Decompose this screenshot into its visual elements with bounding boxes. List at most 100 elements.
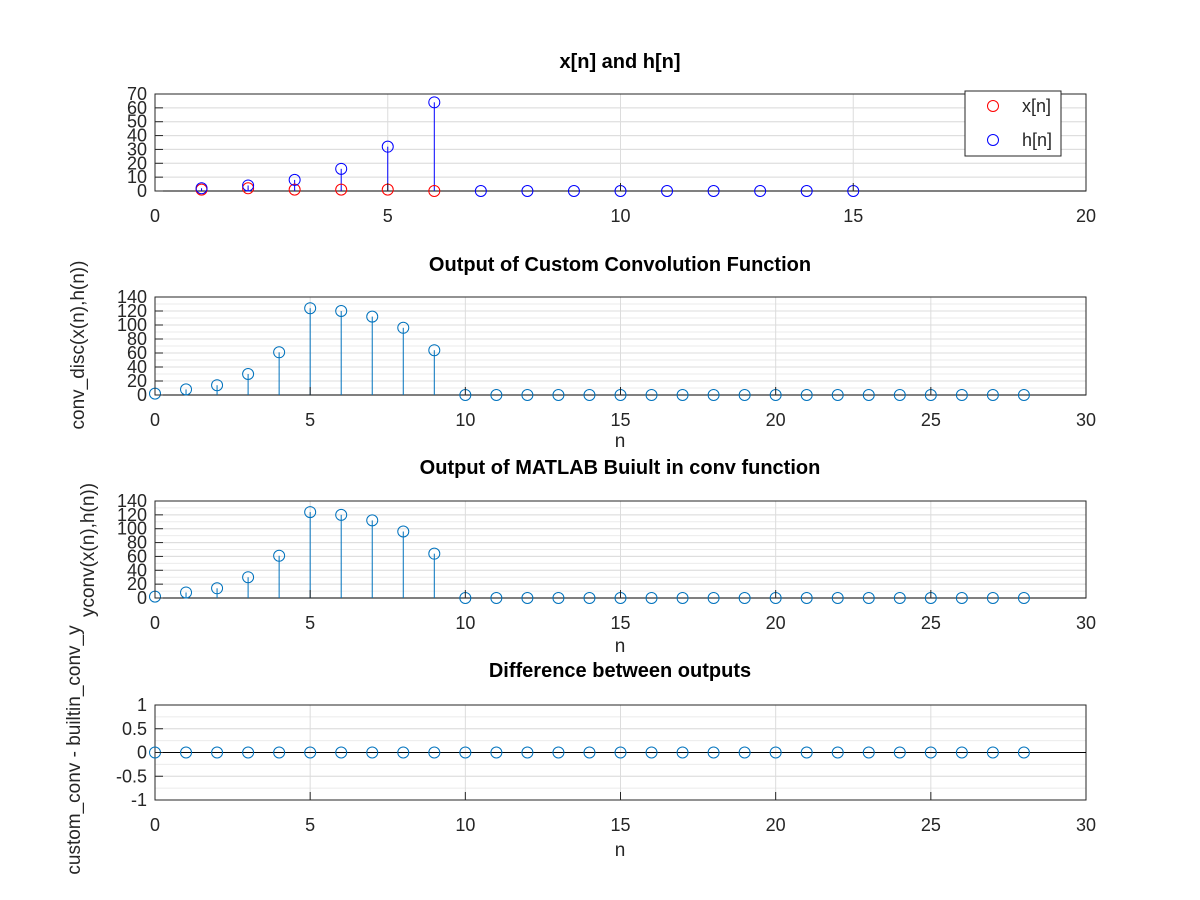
x-tick-label: 10 [455, 613, 475, 633]
stem-marker [180, 746, 193, 759]
x-tick-label: 15 [610, 410, 630, 430]
stem-marker [552, 746, 565, 759]
stem-marker [955, 389, 968, 401]
stem-marker [552, 592, 565, 604]
stem-marker [645, 746, 658, 759]
stem-marker [366, 310, 379, 323]
x-tick-label: 10 [455, 410, 475, 430]
legend-box [964, 90, 1062, 157]
stem-marker [211, 746, 224, 759]
stem-marker [459, 746, 472, 759]
legend: x[n] h[n] [964, 90, 1062, 157]
y-tick-label: -1 [131, 790, 147, 810]
stem-marker [521, 389, 534, 401]
stem-marker [288, 173, 301, 186]
y-tick-label: 50 [127, 112, 147, 132]
stem-marker [335, 746, 348, 759]
stem-marker [397, 525, 410, 538]
y-tick-label: 20 [127, 371, 147, 391]
stem-marker [893, 592, 906, 604]
stem-marker [552, 389, 565, 401]
stem-marker [924, 746, 937, 759]
stem-marker [800, 389, 813, 401]
stem-marker [521, 592, 534, 604]
y-tick-label: 40 [127, 357, 147, 377]
legend-entry-h: h[n] [1022, 130, 1052, 150]
x-tick-label: 20 [766, 410, 786, 430]
y-tick-label: 1 [137, 695, 147, 715]
y-tick-label: 0 [137, 385, 147, 405]
stem-marker [521, 746, 534, 759]
x-axis-label: n [615, 431, 626, 452]
stem-marker [242, 368, 255, 380]
subplot-builtin-conv: Output of MATLAB Buiult in conv function… [78, 457, 1096, 657]
stem-marker [273, 346, 286, 359]
y-tick-label: 80 [127, 329, 147, 349]
stem-marker [521, 185, 534, 197]
stem-marker [211, 582, 224, 595]
x-tick-label: 5 [383, 206, 393, 226]
stem-marker [397, 746, 410, 759]
y-tick-label: 0 [137, 743, 147, 763]
stem-marker [862, 389, 875, 401]
stem-marker [428, 185, 441, 197]
x-tick-label: 15 [610, 613, 630, 633]
y-tick-label: 0 [137, 588, 147, 608]
y-axis-label: conv_disc(x(n),h(n)) [68, 261, 89, 430]
x-tick-label: 0 [150, 206, 160, 226]
stem-marker [986, 592, 999, 604]
x-axis-label: n [615, 636, 626, 657]
stem-marker [335, 183, 348, 196]
x-tick-label: 0 [150, 613, 160, 633]
stem-marker [474, 185, 487, 197]
y-tick-label: 60 [127, 343, 147, 363]
stem-marker [428, 746, 441, 759]
subplot-title: Difference between outputs [489, 660, 751, 682]
stem-marker [273, 746, 286, 759]
y-tick-label: 120 [117, 505, 147, 525]
y-axis-label: custom_conv - builtin_conv_y [64, 625, 85, 875]
stem-marker [490, 389, 503, 401]
x-tick-label: 5 [305, 410, 315, 430]
stem-marker [831, 592, 844, 604]
stem-marker [1017, 592, 1030, 604]
y-tick-label: 100 [117, 315, 147, 335]
stem-marker [583, 746, 596, 759]
grid [154, 93, 1087, 192]
stem-marker [366, 514, 379, 527]
x-tick-label: 30 [1076, 613, 1096, 633]
x-tick-label: 0 [150, 815, 160, 835]
stem-marker [707, 389, 720, 401]
stem-marker [676, 389, 689, 401]
x-axis-label: n [615, 840, 626, 861]
y-tick-label: 0.5 [122, 719, 147, 739]
y-tick-label: 40 [127, 560, 147, 580]
stem-marker [242, 746, 255, 759]
stem-marker [335, 162, 348, 175]
y-tick-label: 0 [137, 181, 147, 201]
stem-marker [738, 389, 751, 401]
stem-marker [893, 389, 906, 401]
y-axis-label: yconv(x(n),h(n)) [78, 483, 99, 617]
stem-marker [645, 592, 658, 604]
x-tick-label: 10 [610, 206, 630, 226]
legend-entry-x: x[n] [1022, 96, 1051, 116]
stem-marker [862, 746, 875, 759]
stem-marker [490, 746, 503, 759]
stem-marker [893, 746, 906, 759]
stem-marker [614, 746, 627, 759]
stem-marker [1017, 746, 1030, 759]
stem-marker [955, 746, 968, 759]
stem-marker [800, 185, 813, 197]
stem-marker [754, 185, 767, 197]
x-tick-label: 25 [921, 410, 941, 430]
y-tick-label: 40 [127, 126, 147, 146]
stem-marker [831, 746, 844, 759]
stem-marker [583, 592, 596, 604]
stem-marker [707, 746, 720, 759]
